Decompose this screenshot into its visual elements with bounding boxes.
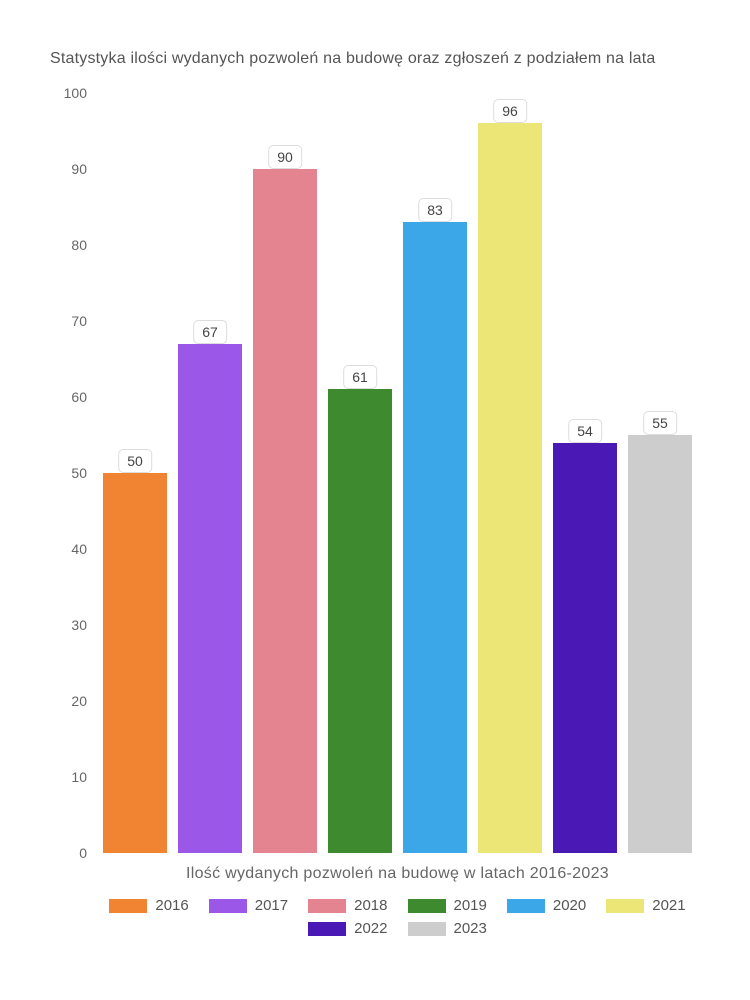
bar-value-label: 61 bbox=[343, 365, 377, 389]
legend-swatch bbox=[109, 899, 147, 913]
legend-swatch bbox=[606, 899, 644, 913]
y-tick: 10 bbox=[71, 769, 87, 785]
bar-2019: 61 bbox=[328, 389, 392, 853]
legend-label: 2019 bbox=[454, 897, 487, 914]
bar-value-label: 67 bbox=[193, 320, 227, 344]
bar-2018: 90 bbox=[253, 169, 317, 853]
legend-item-2021: 2021 bbox=[606, 897, 685, 914]
legend-label: 2023 bbox=[454, 920, 487, 937]
bar-value-label: 54 bbox=[568, 419, 602, 443]
bar-value-label: 96 bbox=[493, 99, 527, 123]
legend-swatch bbox=[308, 922, 346, 936]
legend-item-2022: 2022 bbox=[308, 920, 387, 937]
bars-container: 5067906183965455 bbox=[95, 93, 700, 853]
chart-title: Statystyka ilości wydanych pozwoleń na b… bbox=[50, 50, 700, 68]
legend-label: 2020 bbox=[553, 897, 586, 914]
legend-item-2017: 2017 bbox=[209, 897, 288, 914]
legend-item-2018: 2018 bbox=[308, 897, 387, 914]
legend-label: 2017 bbox=[255, 897, 288, 914]
y-tick: 80 bbox=[71, 237, 87, 253]
bar-2022: 54 bbox=[553, 443, 617, 853]
bar-value-label: 90 bbox=[268, 145, 302, 169]
bar-value-label: 83 bbox=[418, 198, 452, 222]
bar-value-label: 55 bbox=[643, 411, 677, 435]
plot-area: 0102030405060708090100 5067906183965455 bbox=[95, 93, 700, 853]
legend-item-2016: 2016 bbox=[109, 897, 188, 914]
legend: 2016 2017 2018 2019 2020 2021 2022 2023 bbox=[95, 897, 700, 937]
y-tick: 30 bbox=[71, 617, 87, 633]
y-tick: 70 bbox=[71, 313, 87, 329]
legend-swatch bbox=[209, 899, 247, 913]
legend-swatch bbox=[408, 899, 446, 913]
legend-label: 2021 bbox=[652, 897, 685, 914]
legend-label: 2016 bbox=[155, 897, 188, 914]
y-axis: 0102030405060708090100 bbox=[50, 93, 95, 853]
legend-item-2020: 2020 bbox=[507, 897, 586, 914]
legend-item-2019: 2019 bbox=[408, 897, 487, 914]
chart-container: Statystyka ilości wydanych pozwoleń na b… bbox=[50, 50, 700, 937]
y-tick: 50 bbox=[71, 465, 87, 481]
legend-item-2023: 2023 bbox=[408, 920, 487, 937]
x-axis-label: Ilość wydanych pozwoleń na budowę w lata… bbox=[95, 865, 700, 883]
y-tick: 20 bbox=[71, 693, 87, 709]
legend-swatch bbox=[408, 922, 446, 936]
bar-2017: 67 bbox=[178, 344, 242, 853]
y-tick: 60 bbox=[71, 389, 87, 405]
y-tick: 40 bbox=[71, 541, 87, 557]
legend-swatch bbox=[308, 899, 346, 913]
y-tick: 90 bbox=[71, 161, 87, 177]
bar-2021: 96 bbox=[478, 123, 542, 853]
bar-2020: 83 bbox=[403, 222, 467, 853]
bar-value-label: 50 bbox=[118, 449, 152, 473]
y-tick: 100 bbox=[64, 85, 87, 101]
y-tick: 0 bbox=[79, 845, 87, 861]
bar-2023: 55 bbox=[628, 435, 692, 853]
legend-label: 2018 bbox=[354, 897, 387, 914]
legend-swatch bbox=[507, 899, 545, 913]
legend-label: 2022 bbox=[354, 920, 387, 937]
bar-2016: 50 bbox=[103, 473, 167, 853]
